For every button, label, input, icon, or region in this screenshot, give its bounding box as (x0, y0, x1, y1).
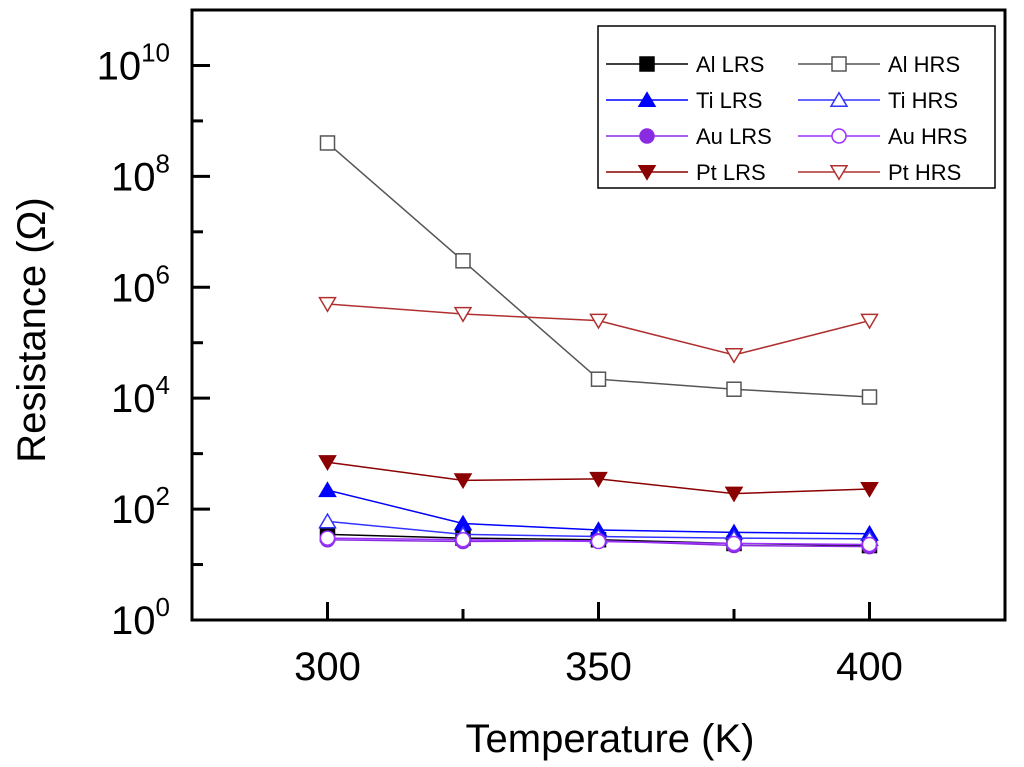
y-tick-label-base: 10 (111, 266, 156, 310)
data-point-al-hrs (861, 389, 878, 405)
y-tick-label-base: 10 (111, 488, 156, 532)
data-point-au-hrs (861, 536, 878, 553)
data-point-al-hrs (726, 381, 742, 397)
data-point-pt-hrs (453, 306, 473, 323)
legend-marker-ti-hrs (829, 91, 849, 108)
x-tick-label: 400 (836, 645, 903, 689)
data-point-al-hrs (319, 135, 336, 151)
data-point-pt-lrs (318, 455, 337, 472)
series-line-pt-hrs (327, 303, 870, 356)
legend-marker-au-hrs (831, 128, 847, 144)
y-tick-label: 108 (111, 148, 170, 199)
data-point-pt-hrs (860, 313, 879, 330)
y-tick-label-exponent: 6 (156, 259, 170, 289)
legend-label-au-hrs: Au HRS (888, 124, 967, 149)
y-tick-label: 100 (111, 592, 170, 643)
y-tick-label: 102 (111, 481, 170, 532)
series-al-hrs (319, 135, 878, 405)
legend-marker-pt-lrs (637, 164, 657, 181)
legend-label-pt-lrs: Pt LRS (696, 160, 766, 185)
y-tick-label-base: 10 (111, 599, 156, 643)
legend: Al LRS Al HRS Ti LRS Ti HRS Au LRS Au HRS Pt L… (597, 25, 996, 189)
legend-label-ti-lrs: Ti LRS (696, 88, 762, 113)
y-axis-label-close: ) (10, 197, 54, 210)
y-tick-label-exponent: 2 (156, 481, 170, 511)
series-au-hrs (319, 530, 878, 553)
data-point-au-hrs (455, 531, 471, 548)
legend-item-al-lrs: Al LRS (606, 52, 764, 77)
y-tick-label: 106 (111, 259, 170, 310)
legend-item-pt-lrs: Pt LRS (606, 160, 766, 185)
legend-item-pt-hrs: Pt HRS (798, 160, 961, 185)
y-tick-label-base: 10 (111, 155, 156, 199)
data-point-pt-lrs (589, 471, 608, 488)
y-axis-label-text: Resistance ( (10, 240, 54, 463)
data-point-ti-hrs (318, 512, 337, 529)
y-tick-label: 104 (111, 370, 170, 421)
y-tick-label-exponent: 4 (156, 370, 170, 400)
data-point-au-hrs (590, 533, 607, 550)
legend-label-al-hrs: Al HRS (888, 52, 960, 77)
series-layer (318, 135, 879, 555)
data-point-pt-lrs (860, 481, 879, 498)
legend-item-ti-lrs: Ti LRS (606, 88, 762, 113)
data-point-pt-hrs (318, 296, 337, 313)
data-point-pt-lrs (453, 473, 473, 490)
data-point-al-hrs (455, 253, 471, 269)
data-point-au-hrs (726, 535, 742, 552)
legend-marker-al-hrs (831, 56, 847, 72)
x-tick-label: 300 (294, 645, 361, 689)
y-axis-label: Resistance (Ω) (10, 197, 54, 463)
legend-item-al-hrs: Al HRS (798, 52, 960, 77)
data-point-au-hrs (319, 530, 336, 546)
legend-label-pt-hrs: Pt HRS (888, 160, 961, 185)
legend-item-ti-hrs: Ti HRS (798, 88, 958, 113)
data-point-pt-lrs (724, 486, 744, 503)
legend-label-au-lrs: Au LRS (696, 124, 772, 149)
x-axis-ticks: 300 350 400 (190, 602, 1007, 689)
legend-marker-ti-lrs (637, 91, 657, 108)
data-point-al-hrs (590, 371, 607, 387)
y-tick-label-exponent: 0 (156, 592, 170, 622)
y-tick-label-base: 10 (111, 377, 156, 421)
series-pt-lrs (318, 455, 879, 503)
legend-marker-al-lrs (639, 56, 655, 72)
x-tick-label: 350 (565, 645, 632, 689)
x-axis-label: Temperature (K) (466, 717, 755, 761)
y-tick-label-exponent: 8 (156, 148, 170, 178)
data-point-pt-hrs (724, 347, 744, 364)
legend-box (597, 25, 996, 189)
legend-label-al-lrs: Al LRS (696, 52, 764, 77)
legend-item-au-hrs: Au HRS (798, 124, 967, 149)
data-point-pt-hrs (589, 313, 608, 330)
y-tick-label-exponent: 10 (141, 37, 170, 67)
y-tick-label-base: 10 (97, 44, 142, 88)
legend-marker-pt-hrs (829, 164, 849, 181)
legend-item-au-lrs: Au LRS (606, 124, 772, 149)
data-point-ti-lrs (318, 481, 337, 498)
series-pt-hrs (318, 296, 879, 364)
y-tick-label: 1010 (97, 37, 170, 88)
legend-label-ti-hrs: Ti HRS (888, 88, 958, 113)
legend-marker-au-lrs (639, 128, 655, 144)
y-axis-label-omega: Ω (10, 211, 54, 241)
